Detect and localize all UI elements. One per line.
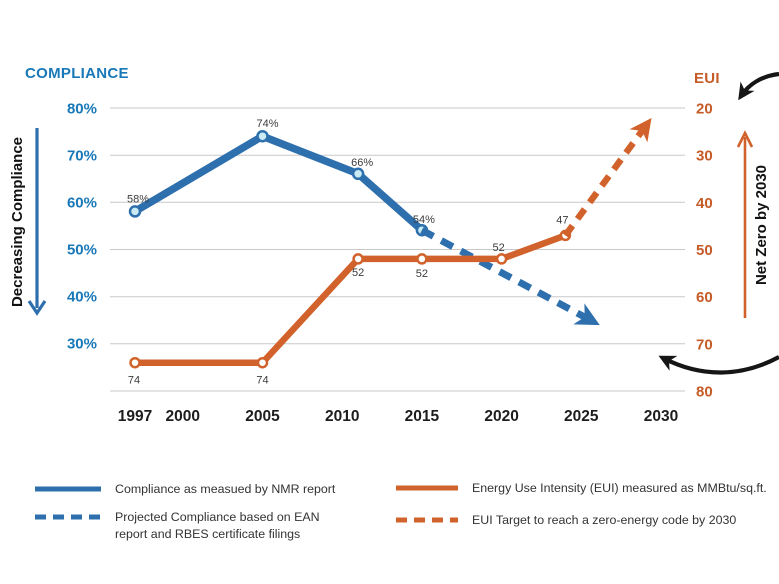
right-axis-tick: 50: [696, 242, 713, 259]
legend-item-eui: Energy Use Intensity (EUI) measured as M…: [396, 480, 767, 497]
left-axis-tick: 70%: [67, 148, 97, 165]
series-line-3: [562, 117, 652, 238]
data-point-label: 74: [256, 375, 268, 387]
series-line-2: [131, 232, 569, 366]
data-point-marker: [256, 129, 269, 143]
callout-arrow-top-right-icon: [738, 71, 779, 101]
legend-label: Projected Compliance based on EAN: [115, 510, 320, 524]
right-axis-tick: 70: [696, 336, 713, 353]
data-point-marker: [129, 356, 141, 369]
data-point-label: 58%: [127, 193, 149, 205]
data-point-marker: [256, 356, 269, 369]
x-axis-tick: 1997: [118, 408, 152, 425]
decreasing-compliance-arrowhead-icon: [27, 300, 47, 316]
legend-item-eui-target: EUI Target to reach a zero-energy code b…: [396, 512, 736, 529]
right-axis-tick: 80: [696, 384, 713, 401]
data-point-label: 52: [492, 242, 504, 254]
net-zero-arrowhead-icon: [736, 130, 754, 148]
legend-label: EUI Target to reach a zero-energy code b…: [472, 513, 737, 527]
data-point-labels: 58% 74% 66% 54% 74 74 52 52 52 47: [127, 118, 569, 387]
legend-swatch-orange-dashed-icon: [396, 517, 458, 523]
data-point-label: 52: [352, 267, 364, 279]
right-axis-tick: 60: [696, 289, 713, 306]
right-axis-title: EUI: [694, 70, 720, 87]
legend-label-line2: report and RBES certificate filings: [115, 526, 301, 541]
data-point-label: 74: [128, 375, 140, 387]
data-point-label: 52: [416, 268, 428, 280]
net-zero-label: Net Zero by 2030: [753, 164, 770, 286]
series-lines: [128, 117, 652, 369]
data-point-label: 66%: [351, 157, 373, 169]
left-axis-tick: 50%: [67, 242, 97, 259]
decreasing-compliance-label: Decreasing Compliance: [9, 136, 26, 308]
right-axis-tick: 20: [696, 101, 713, 118]
x-axis-tick: 2005: [245, 408, 280, 425]
x-axis-tick: 2025: [564, 408, 599, 425]
x-axis-tick: 2015: [405, 408, 440, 425]
data-point-marker: [128, 205, 142, 218]
x-axis-tick: 2010: [325, 408, 359, 425]
data-point-label: 54%: [413, 214, 435, 226]
legend-swatch-blue-solid-icon: [35, 486, 101, 492]
legend-swatch-orange-solid-icon: [396, 485, 458, 491]
left-axis-tick: 40%: [67, 289, 97, 306]
series-line-0: [131, 132, 426, 234]
gridlines: [110, 107, 685, 392]
x-axis-tick: 2030: [644, 408, 678, 425]
legend-item-projected-compliance: Projected Compliance based on EAN report…: [35, 509, 320, 542]
legend-item-compliance: Compliance as measued by NMR report: [35, 481, 335, 498]
x-axis-tick: 2000: [166, 408, 200, 425]
legend-label: Energy Use Intensity (EUI) measured as M…: [472, 481, 767, 495]
callout-arrow-bottom-right-icon: [658, 355, 779, 375]
data-point-label: 47: [556, 214, 568, 226]
data-point-marker: [495, 253, 508, 265]
legend-label: Compliance as measued by NMR report: [115, 482, 336, 496]
right-axis-tick: 40: [696, 195, 713, 212]
legend-swatch-blue-dashed-icon: [35, 514, 101, 520]
x-axis-tick: 2020: [484, 408, 518, 425]
left-axis-tick: 30%: [67, 336, 97, 353]
data-point-marker: [352, 253, 364, 265]
data-point-marker: [416, 253, 428, 265]
right-axis-tick: 30: [696, 148, 713, 165]
left-axis-title: COMPLIANCE: [25, 65, 129, 82]
data-point-label: 74%: [256, 118, 278, 130]
left-axis-tick: 80%: [67, 101, 97, 118]
data-point-marker: [351, 167, 365, 181]
left-axis-tick: 60%: [67, 195, 97, 212]
series-line-1: [420, 227, 600, 326]
